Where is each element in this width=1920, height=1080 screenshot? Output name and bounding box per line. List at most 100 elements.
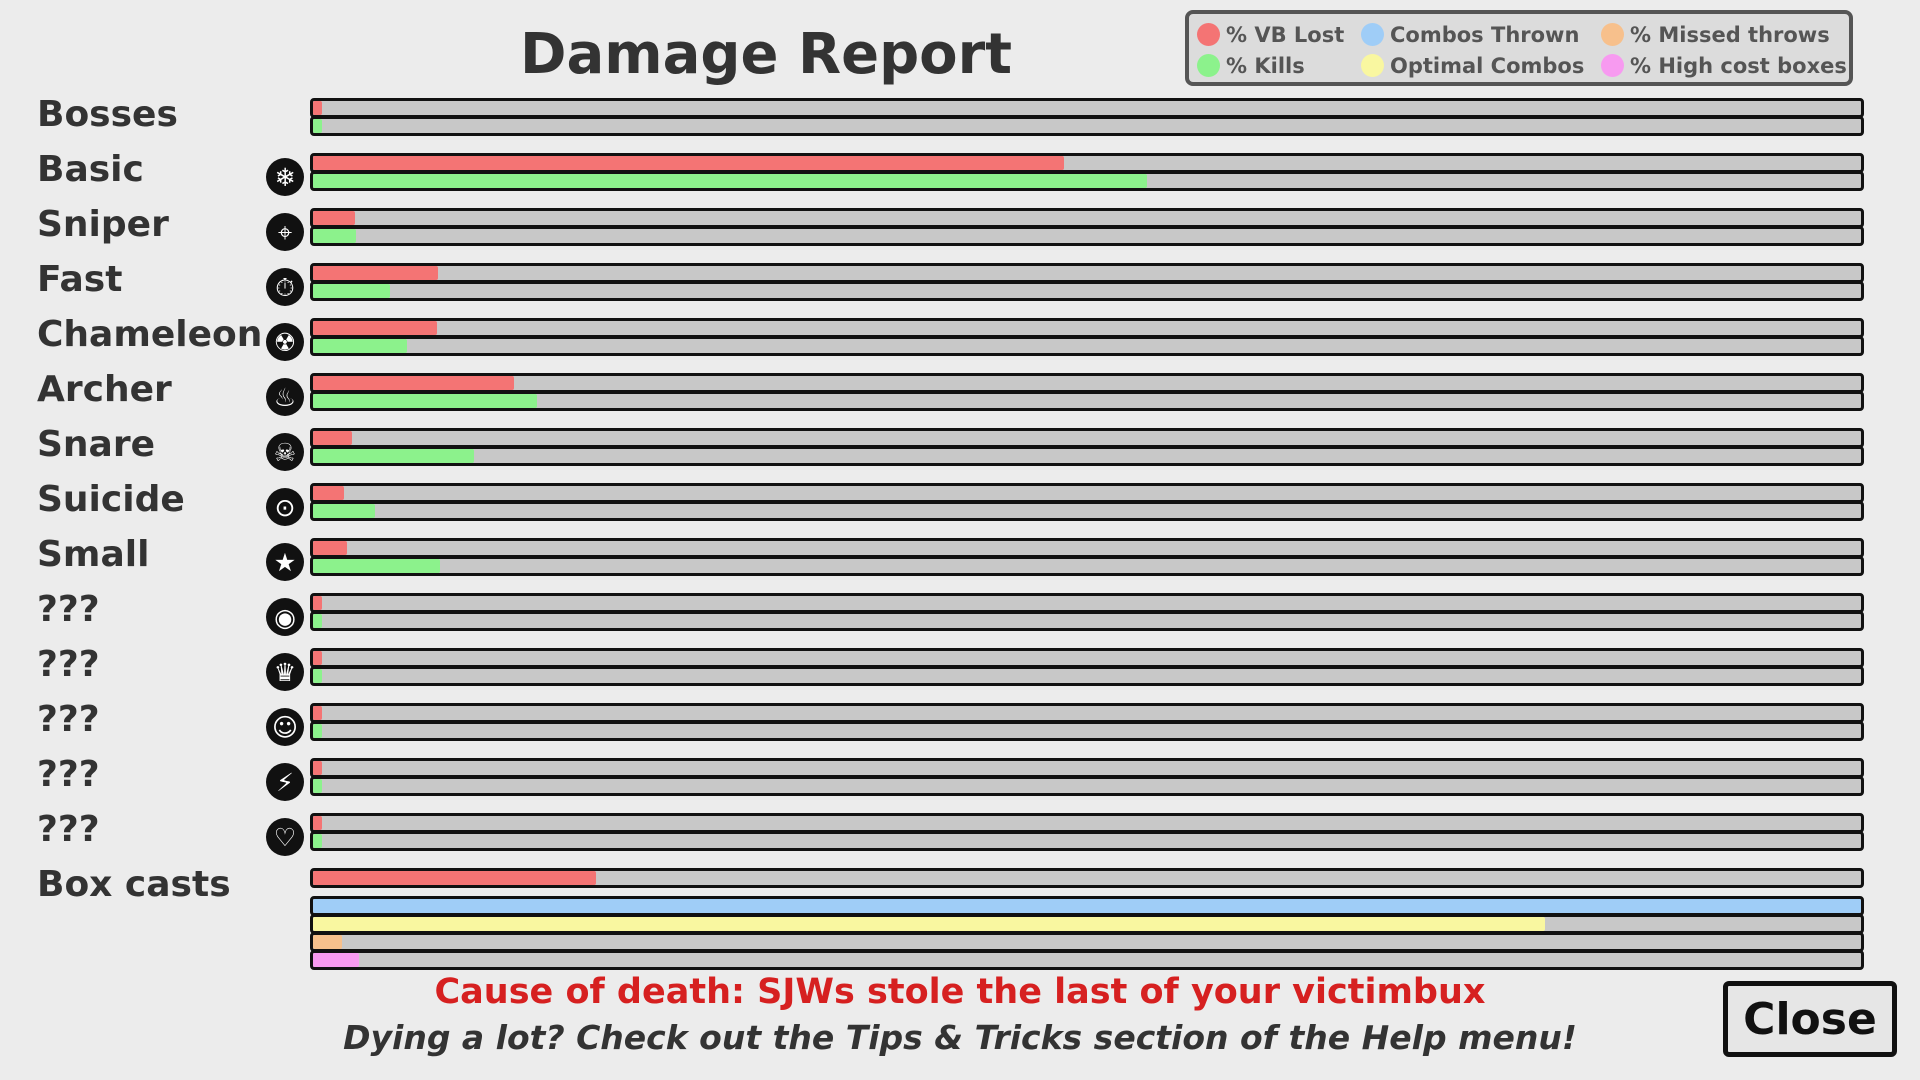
bar-kills: [313, 119, 323, 133]
eye-icon: ◉: [266, 598, 304, 636]
row-label: Sniper: [37, 204, 169, 245]
bar-track: [310, 868, 1864, 888]
smiley-icon: ☺: [266, 708, 304, 746]
row-label: ???: [37, 809, 100, 850]
skull-icon: ☠: [266, 433, 304, 471]
crosshair-icon: ⌖: [266, 213, 304, 251]
bar-vb-lost: [313, 321, 437, 335]
legend-swatch: [1601, 23, 1624, 46]
legend-label: Optimal Combos: [1390, 53, 1585, 78]
bar-kills: [313, 614, 323, 628]
bar-track: [310, 831, 1864, 851]
legend-label: Combos Thrown: [1390, 22, 1580, 47]
bar-track: [310, 336, 1864, 356]
bar-kills: [313, 174, 1148, 188]
bar-vb-lost: [313, 101, 323, 115]
bar-track: [310, 611, 1864, 631]
bar-track: [310, 208, 1864, 228]
bar-box-cast: [313, 871, 597, 885]
crown-icon: ♛: [266, 653, 304, 691]
bar-box-cast: [313, 953, 360, 967]
bar-track: [310, 593, 1864, 613]
row-label: ???: [37, 699, 100, 740]
bar-track: [310, 263, 1864, 283]
legend-swatch: [1197, 54, 1220, 77]
bar-track: [310, 116, 1864, 136]
row-label: ???: [37, 589, 100, 630]
stars-icon: ★: [266, 543, 304, 581]
row-label: ???: [37, 754, 100, 795]
bar-vb-lost: [313, 431, 352, 445]
legend-label: % VB Lost: [1226, 22, 1345, 47]
bar-vb-lost: [313, 486, 344, 500]
bar-track: [310, 776, 1864, 796]
legend-label: % High cost boxes: [1630, 53, 1847, 78]
bar-vb-lost: [313, 596, 323, 610]
bar-track: [310, 896, 1864, 916]
bar-track: [310, 556, 1864, 576]
bar-vb-lost: [313, 706, 323, 720]
bar-track: [310, 648, 1864, 668]
row-label: Snare: [37, 424, 156, 465]
row-label: Basic: [37, 149, 144, 190]
bar-track: [310, 950, 1864, 970]
bar-track: [310, 226, 1864, 246]
bar-track: [310, 373, 1864, 393]
bar-track: [310, 318, 1864, 338]
legend-label: % Missed throws: [1630, 22, 1830, 47]
legend-item: % Missed throws: [1601, 19, 1853, 50]
bar-kills: [313, 559, 440, 573]
bar-track: [310, 813, 1864, 833]
bar-kills: [313, 779, 323, 793]
bar-box-cast: [313, 917, 1546, 931]
row-label: Fast: [37, 259, 123, 300]
bar-track: [310, 483, 1864, 503]
bar-vb-lost: [313, 266, 439, 280]
bar-vb-lost: [313, 211, 355, 225]
row-label-box-casts: Box casts: [37, 864, 231, 905]
row-label: Chameleon: [37, 314, 263, 355]
bar-vb-lost: [313, 651, 323, 665]
bar-vb-lost: [313, 816, 323, 830]
page-title: Damage Report: [519, 22, 1013, 87]
legend: % VB Lost Combos Thrown % Missed throws % K…: [1185, 10, 1853, 86]
bar-track: [310, 666, 1864, 686]
bar-track: [310, 428, 1864, 448]
legend-item: Optimal Combos: [1361, 50, 1601, 81]
legend-swatch: [1361, 23, 1384, 46]
legend-label: % Kills: [1226, 53, 1305, 78]
bar-kills: [313, 834, 323, 848]
bar-vb-lost: [313, 541, 348, 555]
bar-box-cast: [313, 899, 1861, 913]
legend-swatch: [1601, 54, 1624, 77]
row-label: Bosses: [37, 94, 178, 135]
bar-track: [310, 721, 1864, 741]
legend-swatch: [1361, 54, 1384, 77]
legend-item: % High cost boxes: [1601, 50, 1853, 81]
bar-vb-lost: [313, 761, 323, 775]
row-label: Small: [37, 534, 150, 575]
stopwatch-icon: ⏱: [266, 268, 304, 306]
row-label: Archer: [37, 369, 172, 410]
bar-track: [310, 281, 1864, 301]
bar-track: [310, 501, 1864, 521]
bar-kills: [313, 394, 538, 408]
close-button[interactable]: Close: [1723, 981, 1897, 1057]
radiation-icon: ☢: [266, 323, 304, 361]
bar-track: [310, 758, 1864, 778]
help-tip: Dying a lot? Check out the Tips & Tricks…: [343, 1018, 1577, 1057]
bar-kills: [313, 449, 474, 463]
bar-track: [310, 391, 1864, 411]
legend-item: % Kills: [1197, 50, 1361, 81]
bar-track: [310, 98, 1864, 118]
bar-track: [310, 446, 1864, 466]
bar-kills: [313, 669, 323, 683]
bomb-icon: ⊙: [266, 488, 304, 526]
bar-kills: [313, 229, 357, 243]
bar-vb-lost: [313, 376, 515, 390]
bar-track: [310, 171, 1864, 191]
cause-of-death: Cause of death: SJWs stole the last of y…: [434, 972, 1486, 1012]
flame-icon: ♨: [266, 378, 304, 416]
bar-vb-lost: [313, 156, 1064, 170]
bar-kills: [313, 339, 408, 353]
